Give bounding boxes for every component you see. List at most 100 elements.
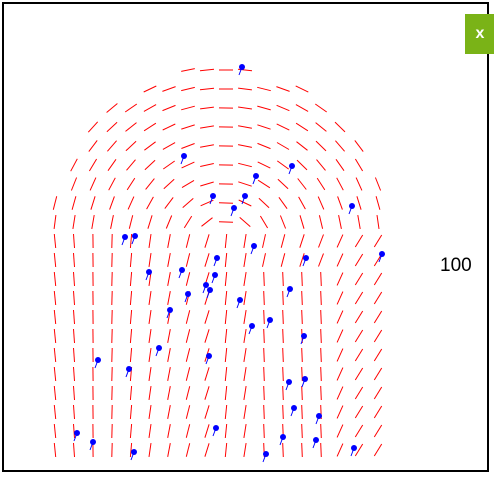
orientation-segment bbox=[276, 86, 290, 92]
orientation-segment bbox=[318, 234, 324, 248]
minutia-direction bbox=[94, 359, 99, 369]
orientation-segment bbox=[373, 443, 383, 457]
orientation-segment bbox=[257, 86, 271, 92]
orientation-segment bbox=[354, 367, 364, 381]
orientation-segment bbox=[354, 443, 364, 457]
minutia-direction bbox=[262, 453, 267, 463]
orientation-segment bbox=[125, 140, 137, 152]
orientation-segment bbox=[336, 329, 344, 343]
orientation-segment bbox=[278, 197, 288, 209]
orientation-segment bbox=[53, 328, 57, 344]
minutia-direction bbox=[205, 355, 210, 365]
orientation-segment bbox=[282, 290, 284, 306]
orientation-segment bbox=[129, 442, 133, 458]
orientation-segment bbox=[373, 329, 383, 343]
orientation-segment bbox=[128, 215, 134, 229]
orientation-segment bbox=[53, 442, 57, 458]
minutia-direction bbox=[250, 245, 255, 255]
orientation-segment bbox=[320, 423, 322, 439]
orientation-segment bbox=[162, 86, 176, 92]
orientation-segment bbox=[335, 140, 345, 152]
orientation-segment bbox=[336, 234, 344, 248]
orientation-segment bbox=[71, 196, 77, 210]
orientation-segment bbox=[262, 253, 266, 267]
orientation-segment bbox=[224, 347, 228, 363]
orientation-segment bbox=[167, 234, 171, 248]
orientation-segment bbox=[320, 328, 322, 344]
orientation-segment bbox=[243, 443, 247, 457]
orientation-segment bbox=[238, 199, 252, 207]
minutia-direction bbox=[238, 66, 243, 76]
orientation-segment bbox=[73, 347, 75, 363]
minutia-direction bbox=[155, 347, 160, 357]
orientation-segment bbox=[257, 105, 271, 111]
orientation-segment bbox=[73, 385, 75, 401]
orientation-segment bbox=[73, 328, 75, 344]
orientation-segment bbox=[129, 347, 133, 363]
orientation-segment bbox=[145, 178, 155, 190]
orientation-segment bbox=[73, 366, 75, 382]
orientation-segment bbox=[148, 443, 152, 457]
orientation-segment bbox=[282, 385, 284, 401]
score-value: 100 bbox=[440, 255, 472, 276]
orientation-segment bbox=[357, 215, 361, 229]
orientation-segment bbox=[282, 404, 284, 420]
orientation-segment bbox=[338, 215, 342, 229]
close-button[interactable]: x bbox=[465, 14, 494, 54]
minutia-direction bbox=[252, 175, 257, 185]
orientation-segment bbox=[224, 309, 228, 325]
orientation-segment bbox=[301, 347, 303, 363]
minutia-direction bbox=[184, 293, 189, 303]
orientation-segment bbox=[73, 252, 75, 268]
minutia-direction bbox=[315, 415, 320, 425]
minutia-direction bbox=[279, 436, 284, 446]
orientation-segment bbox=[148, 405, 152, 419]
orientation-segment bbox=[53, 215, 57, 229]
orientation-segment bbox=[143, 104, 157, 112]
orientation-segment bbox=[181, 161, 195, 169]
orientation-segment bbox=[354, 291, 364, 305]
orientation-segment bbox=[87, 121, 99, 133]
orientation-segment bbox=[185, 329, 191, 343]
orientation-segment bbox=[129, 423, 133, 439]
orientation-segment bbox=[148, 367, 152, 381]
orientation-segment bbox=[257, 142, 271, 150]
orientation-segment bbox=[282, 442, 284, 458]
orientation-segment bbox=[185, 348, 191, 362]
minutia-direction bbox=[301, 378, 306, 388]
orientation-segment bbox=[316, 177, 326, 191]
orientation-segment bbox=[144, 159, 156, 171]
orientation-segment bbox=[181, 105, 195, 111]
minutia-direction bbox=[130, 451, 135, 461]
orientation-segment bbox=[129, 290, 133, 306]
orientation-segment bbox=[320, 290, 322, 306]
orientation-lines bbox=[52, 68, 383, 458]
orientation-segment bbox=[238, 162, 252, 168]
orientation-segment bbox=[224, 328, 228, 344]
orientation-segment bbox=[282, 366, 284, 382]
orientation-segment bbox=[243, 234, 247, 248]
orientation-segment bbox=[125, 122, 137, 132]
minutia-direction bbox=[212, 427, 217, 437]
orientation-segment bbox=[200, 106, 214, 110]
minutia-direction bbox=[248, 325, 253, 335]
orientation-segment bbox=[147, 215, 153, 229]
orientation-segment bbox=[318, 253, 324, 267]
minutia-direction bbox=[131, 235, 136, 245]
orientation-segment bbox=[204, 329, 210, 343]
orientation-segment bbox=[148, 386, 152, 400]
orientation-segment bbox=[354, 310, 364, 324]
orientation-segment bbox=[162, 142, 176, 150]
orientation-segment bbox=[298, 196, 306, 210]
orientation-segment bbox=[199, 68, 215, 72]
orientation-segment bbox=[167, 291, 171, 305]
orientation-segment bbox=[199, 87, 215, 91]
orientation-segment bbox=[53, 252, 57, 268]
minutia-direction bbox=[241, 195, 246, 205]
orientation-segment bbox=[276, 104, 290, 112]
orientation-segment bbox=[356, 196, 362, 210]
orientation-segment bbox=[204, 443, 210, 457]
orientation-segment bbox=[257, 161, 271, 169]
orientation-segment bbox=[164, 197, 174, 209]
